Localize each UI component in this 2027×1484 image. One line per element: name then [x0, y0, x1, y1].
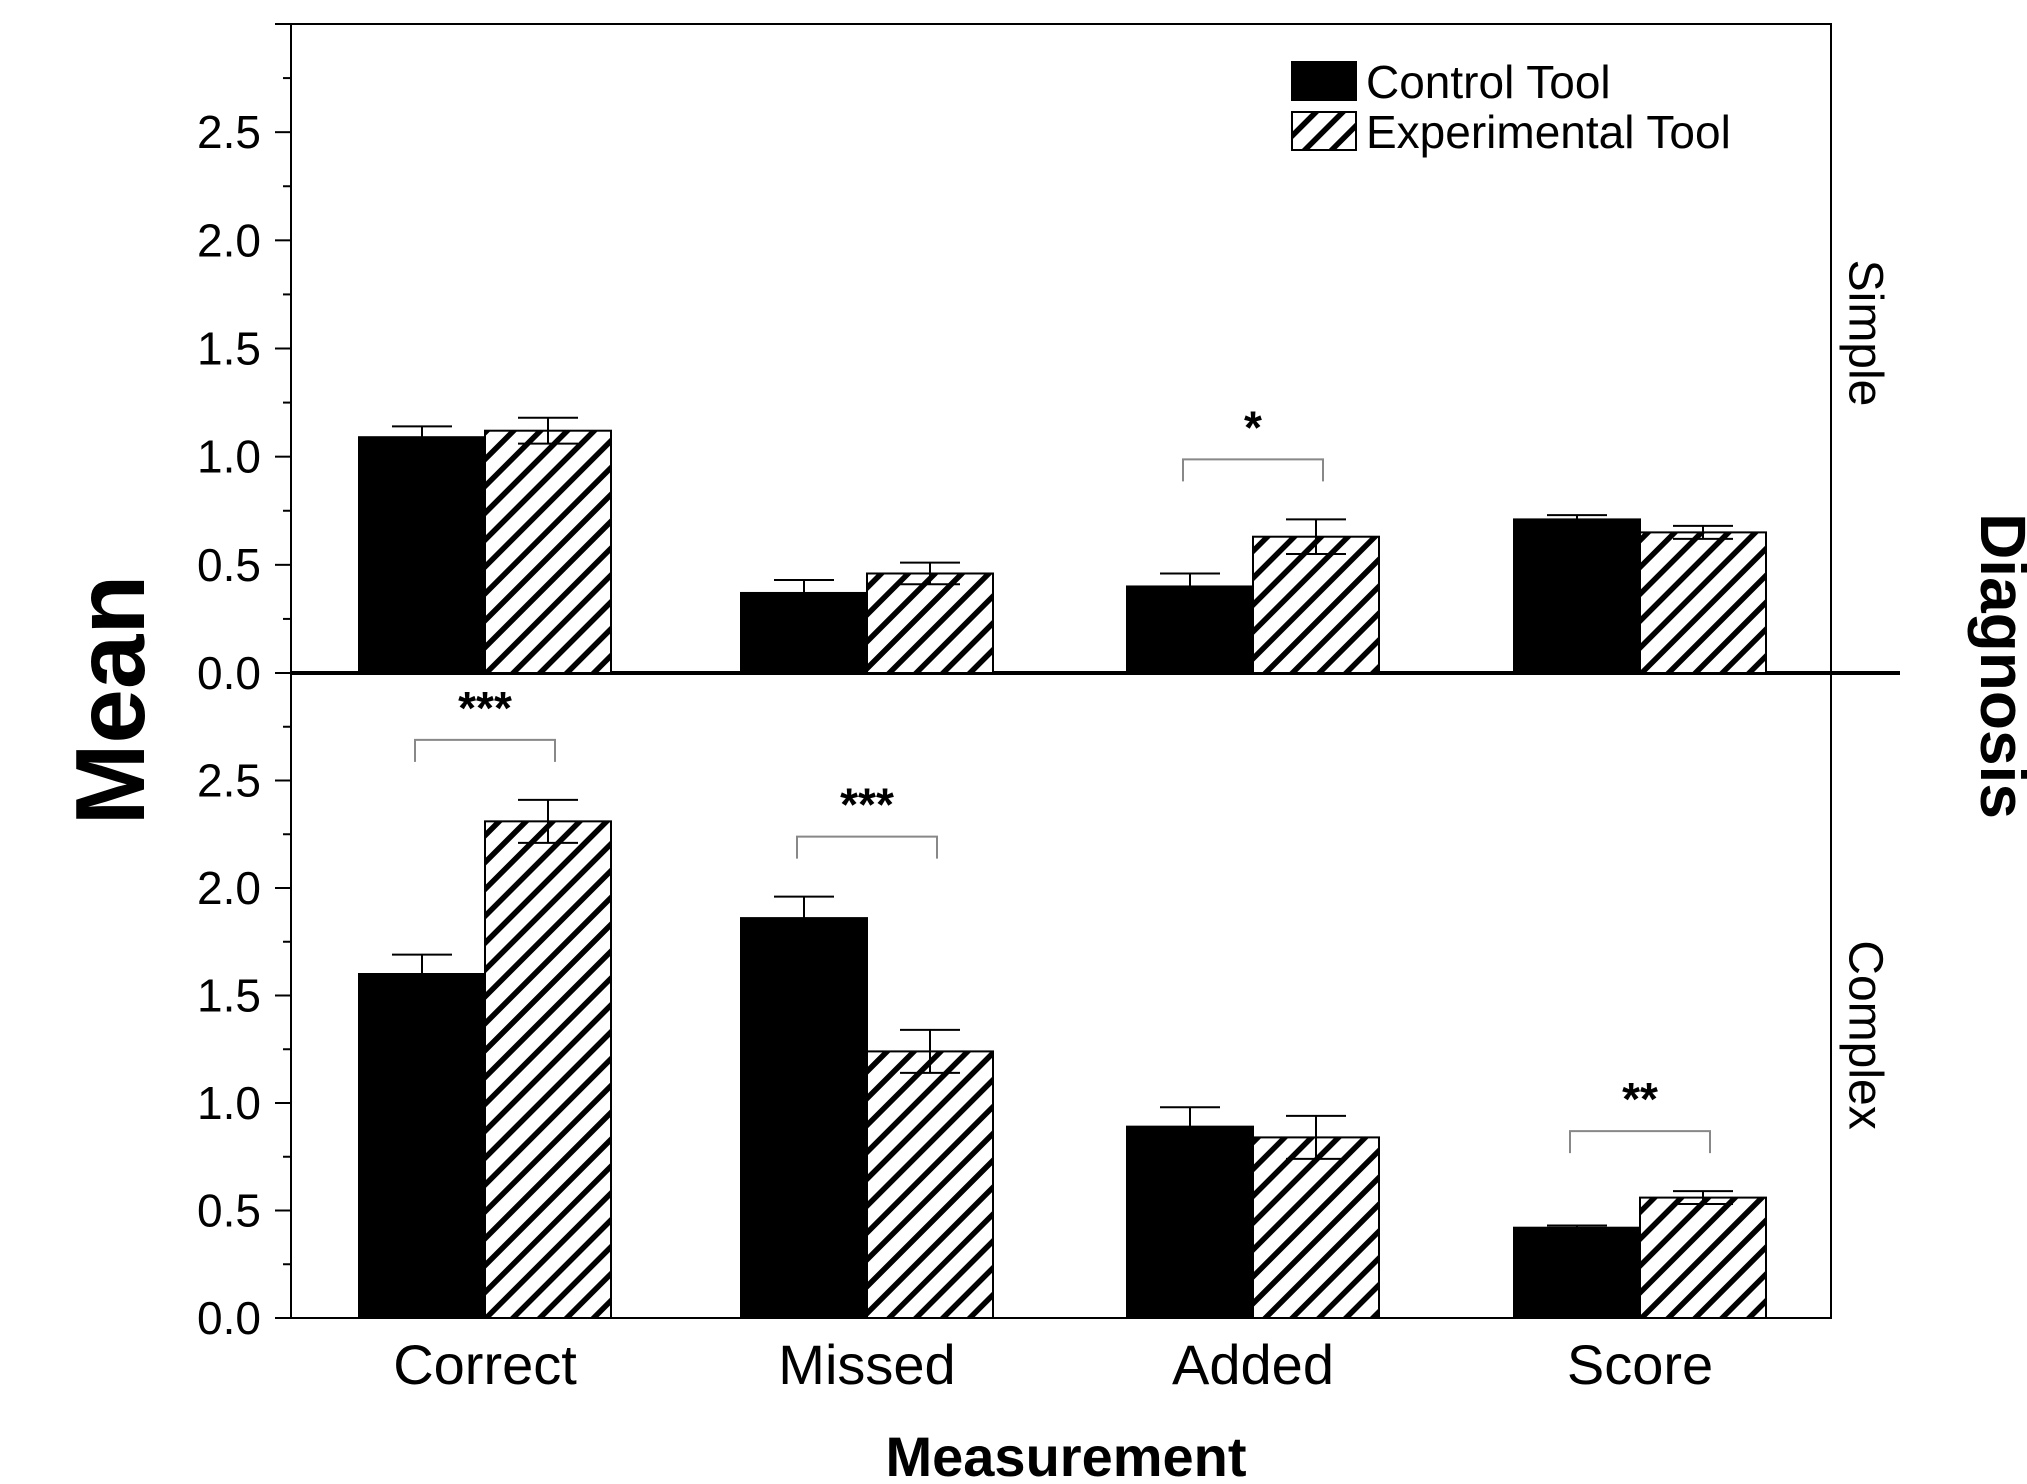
x-tick-label-missed: Missed — [778, 1333, 955, 1396]
bar-simple-score-experimental — [1639, 531, 1767, 675]
facet-title: Diagnosis — [1967, 513, 2027, 819]
y-tick-label: 0.5 — [197, 539, 261, 591]
significance-label: ** — [1622, 1073, 1658, 1125]
bar-complex-missed-experimental — [866, 1050, 994, 1320]
y-tick-label: 2.0 — [197, 214, 261, 266]
y-tick-label: 0.5 — [197, 1185, 261, 1237]
facet-label-complex: Complex — [1838, 940, 1891, 1129]
x-tick-label-correct: Correct — [393, 1333, 577, 1396]
bar-simple-score-control — [1513, 518, 1641, 674]
y-tick-label: 1.5 — [197, 970, 261, 1022]
legend-label-experimental: Experimental Tool — [1366, 106, 1731, 158]
y-tick-label: 1.5 — [197, 323, 261, 375]
significance-label: *** — [458, 682, 512, 734]
x-axis-title: Measurement — [885, 1425, 1246, 1484]
y-tick-label: 0.0 — [197, 1292, 261, 1344]
y-tick-label: 1.0 — [197, 431, 261, 483]
facet-label-simple: Simple — [1838, 260, 1891, 407]
bar-complex-added-experimental — [1252, 1136, 1380, 1320]
y-tick-label: 1.0 — [197, 1077, 261, 1129]
y-tick-label: 2.5 — [197, 106, 261, 158]
y-tick-label: 2.0 — [197, 862, 261, 914]
significance-bracket — [414, 738, 556, 762]
significance-bracket — [1569, 1130, 1711, 1154]
bar-complex-missed-control — [740, 917, 868, 1319]
x-tick-label-score: Score — [1567, 1333, 1713, 1396]
legend-label-control: Control Tool — [1366, 56, 1611, 108]
legend-swatch-experimental — [1291, 111, 1357, 151]
bar-complex-score-control — [1513, 1226, 1641, 1319]
significance-bracket — [1182, 458, 1324, 482]
significance-label: * — [1244, 401, 1262, 453]
bar-complex-correct-control — [358, 973, 486, 1319]
x-tick-label-added: Added — [1172, 1333, 1334, 1396]
bar-simple-correct-experimental — [484, 429, 612, 674]
y-tick-label: 2.5 — [197, 755, 261, 807]
bar-simple-correct-control — [358, 436, 486, 674]
y-tick-label: 0.0 — [197, 647, 261, 699]
bar-complex-added-control — [1126, 1125, 1254, 1320]
bar-simple-added-experimental — [1252, 535, 1380, 675]
bar-simple-added-control — [1126, 585, 1254, 675]
bar-complex-score-experimental — [1639, 1196, 1767, 1319]
significance-bracket — [796, 835, 938, 859]
significance-label: *** — [840, 779, 894, 831]
legend-swatch-control — [1291, 61, 1357, 101]
y-axis-title: Mean — [55, 575, 165, 826]
bar-simple-missed-experimental — [866, 572, 994, 675]
bar-complex-correct-experimental — [484, 820, 612, 1319]
